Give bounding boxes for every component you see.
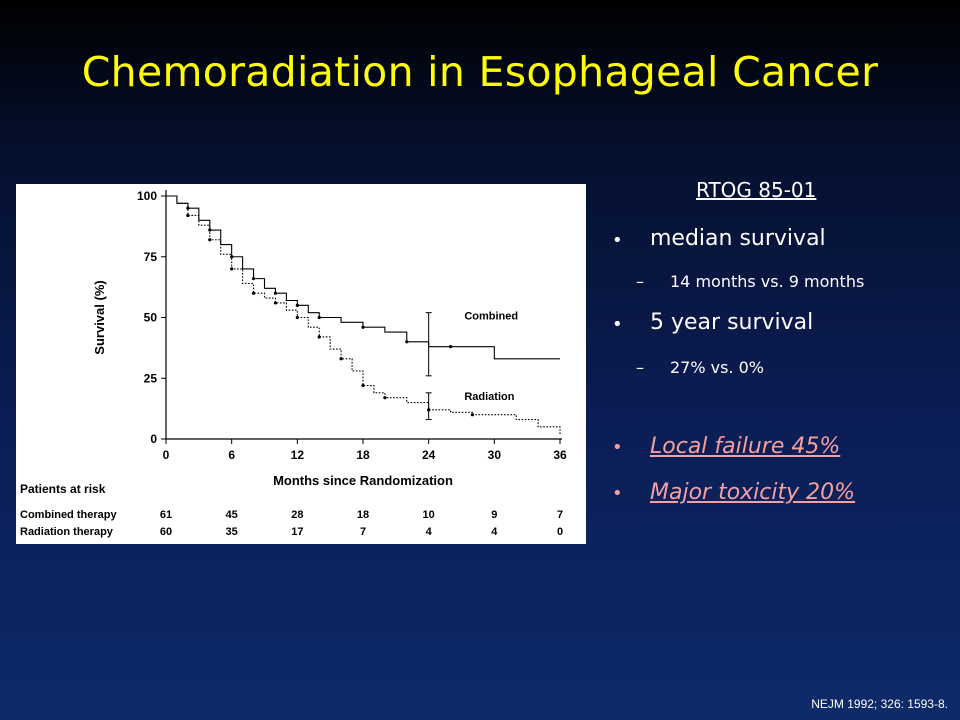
bullet-median-survival: median survival <box>650 226 826 251</box>
y-tick-label: 25 <box>144 371 158 385</box>
censor-point <box>317 335 321 339</box>
citation: NEJM 1992; 326: 1593-8. <box>811 697 948 711</box>
sub-median-survival: 14 months vs. 9 months <box>670 272 865 291</box>
risk-count: 28 <box>291 509 303 521</box>
censor-point <box>273 301 278 305</box>
survival-figure: 0 25 50 75 100 0 6 12 18 24 30 36 Survival (%) Months… <box>16 184 586 544</box>
censor-point <box>448 345 453 349</box>
censor-point <box>230 255 234 259</box>
x-tick-label: 18 <box>356 448 370 462</box>
sub-5yr-survival: 27% vs. 0% <box>670 358 765 377</box>
censor-point <box>251 277 256 281</box>
censor-point <box>317 315 321 320</box>
bullet-5yr-survival: 5 year survival <box>650 310 814 335</box>
slide-title: Chemoradiation in Esophageal Cancer <box>81 48 879 96</box>
bullet-major-toxicity[interactable]: Major toxicity 20% <box>650 480 856 505</box>
censor-point <box>339 357 343 361</box>
risk-count: 7 <box>557 509 563 521</box>
series-line-combined <box>166 195 560 360</box>
x-tick-label: 12 <box>291 448 305 462</box>
risk-row-label: Combined therapy <box>20 509 117 521</box>
censor-point <box>470 413 475 417</box>
risk-count: 4 <box>491 526 498 538</box>
censor-point <box>251 291 256 295</box>
risk-count: 0 <box>557 526 563 538</box>
x-axis-label: Months since Randomization <box>273 473 453 488</box>
y-tick-label: 0 <box>150 432 157 446</box>
risk-count: 10 <box>423 509 435 521</box>
risk-count: 60 <box>160 526 172 538</box>
risk-row-label: Radiation therapy <box>20 526 114 538</box>
censor-point <box>186 206 190 210</box>
y-tick-label: 50 <box>144 311 158 325</box>
risk-count: 4 <box>426 526 433 538</box>
y-tick-label: 100 <box>137 189 157 203</box>
risk-count: 61 <box>160 509 172 521</box>
censor-point <box>405 340 409 344</box>
censor-point <box>383 396 387 400</box>
censor-point <box>295 303 299 307</box>
bullet-local-failure[interactable]: Local failure 45% <box>650 434 841 459</box>
censor-point <box>186 213 190 218</box>
sub-dash: – <box>636 358 644 377</box>
x-tick-label: 6 <box>228 448 235 462</box>
y-axis-label: Survival (%) <box>92 280 107 354</box>
sub-dash: – <box>636 272 644 291</box>
series-label: Radiation <box>464 391 514 403</box>
series-label: Combined <box>464 311 518 323</box>
bullet-dot: • <box>612 230 623 251</box>
patients-at-risk-label: Patients at risk <box>20 482 106 496</box>
censor-point <box>273 291 278 295</box>
risk-count: 9 <box>491 509 497 521</box>
bullet-dot: • <box>612 314 623 335</box>
x-tick-label: 24 <box>422 448 436 462</box>
risk-count: 45 <box>226 509 238 521</box>
risk-count: 35 <box>226 526 238 538</box>
bullet-dot: • <box>612 483 623 504</box>
risk-count: 18 <box>357 509 369 521</box>
x-tick-label: 0 <box>163 448 170 462</box>
x-tick-label: 36 <box>553 448 567 462</box>
censor-point <box>295 315 299 320</box>
x-tick-label: 30 <box>488 448 502 462</box>
risk-count: 7 <box>360 526 366 538</box>
censor-point <box>361 325 365 329</box>
bullet-dot: • <box>612 437 623 458</box>
trial-heading: RTOG 85-01 <box>696 178 817 202</box>
risk-count: 17 <box>291 526 303 538</box>
censor-point <box>361 383 365 388</box>
censor-point <box>230 267 234 271</box>
series-line-radiation <box>166 195 561 435</box>
censor-point <box>208 238 212 242</box>
y-tick-label: 75 <box>144 250 158 264</box>
